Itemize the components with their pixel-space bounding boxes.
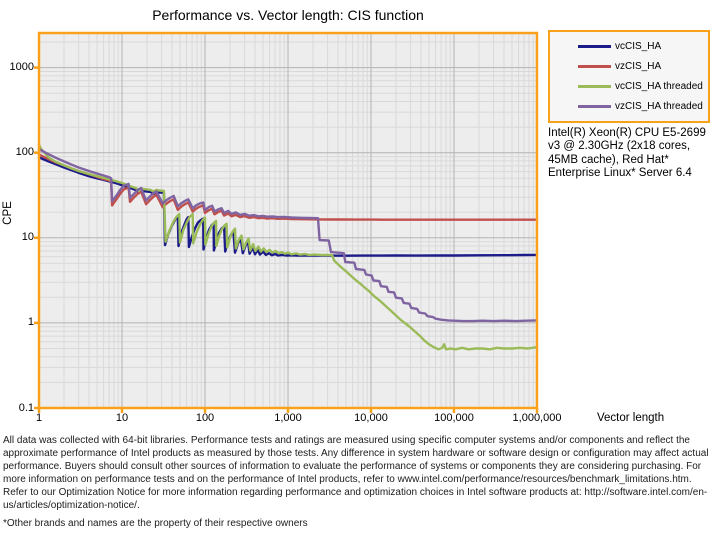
legend-item: vzCIS_HA (578, 61, 706, 72)
x-tick-label: 10 (115, 412, 129, 424)
chart-plot (34, 31, 539, 413)
y-tick-label: 100 (15, 146, 34, 159)
legend-line-swatch (578, 85, 611, 89)
x-tick-label: 100 (195, 412, 215, 424)
legend-line-swatch (578, 44, 611, 48)
legend-label: vcCIS_HA threaded (615, 81, 703, 93)
grid-major (39, 33, 537, 408)
legend-label: vcCIS_HA (615, 40, 662, 52)
y-tick-label: 10 (21, 231, 34, 244)
brands-note: *Other brands and names are the property… (3, 518, 308, 529)
x-tick-label: 1,000 (274, 412, 302, 424)
legend-item: vzCIS_HA threaded (578, 101, 706, 112)
axis-ticks (34, 66, 539, 413)
legend-label: vzCIS_HA (615, 60, 662, 72)
legend-line-swatch (578, 64, 611, 68)
series-vzCIS_HA-threaded (37, 148, 539, 323)
x-tick-label: 100,000 (434, 412, 474, 424)
legend-line-swatch (578, 105, 611, 109)
legend-item: vcCIS_HA (578, 41, 706, 52)
chart-legend: vcCIS_HA vzCIS_HA vcCIS_HA threaded vzCI… (548, 30, 710, 123)
x-tick-label: 1 (35, 412, 43, 424)
system-info-text: Intel(R) Xeon(R) CPU E5-2699 v3 @ 2.30GH… (548, 127, 706, 180)
x-axis-label: Vector length (597, 412, 665, 424)
y-tick-label: 0.1 (18, 401, 34, 414)
y-axis-label: CPE (2, 201, 14, 225)
series-vzCIS_HA (37, 153, 539, 221)
legend-label: vzCIS_HA threaded (615, 101, 703, 113)
x-tick-label: 10,000 (354, 412, 388, 424)
legend-item: vcCIS_HA threaded (578, 81, 706, 92)
y-tick-label: 1000 (9, 61, 34, 74)
chart-title: Performance vs. Vector length: CIS funct… (152, 7, 424, 23)
disclaimer-text: All data was collected with 64-bit libra… (3, 435, 709, 511)
x-tick-label: 1,000,000 (512, 412, 562, 424)
y-tick-label: 1 (27, 316, 34, 329)
series-vcCIS_HA-threaded (37, 143, 539, 351)
